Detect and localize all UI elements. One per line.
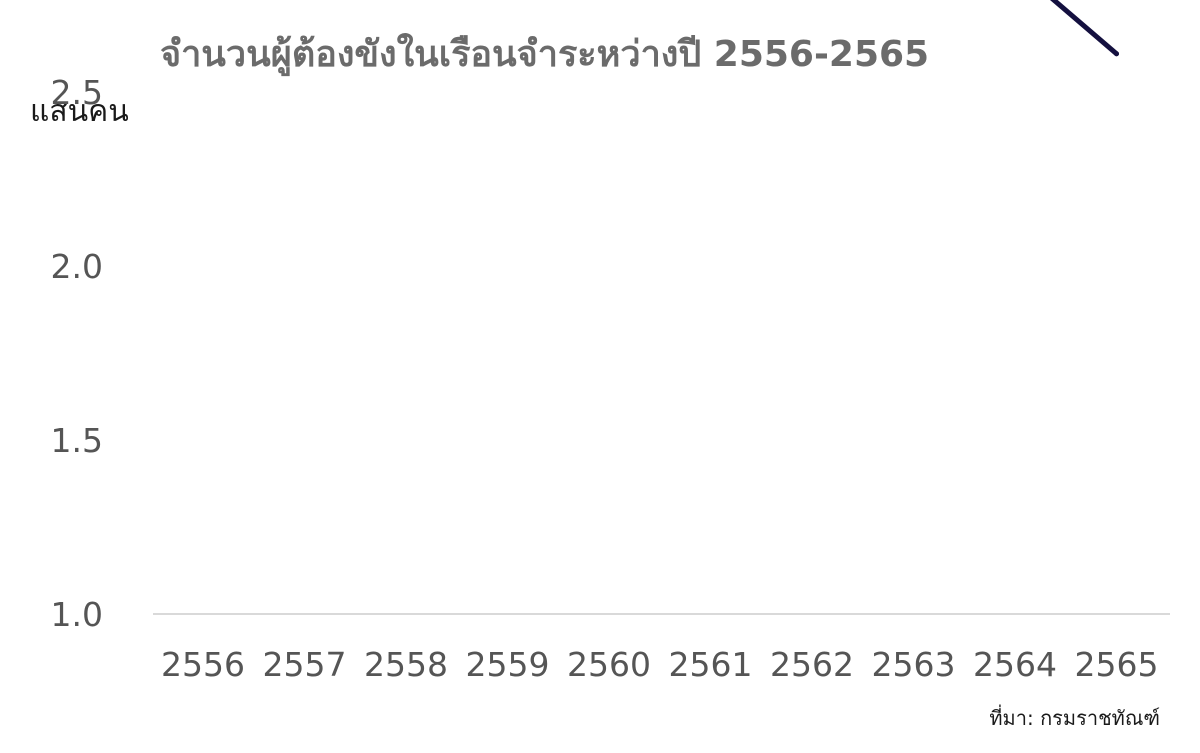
x-tick-label: 2560 [567,645,651,684]
x-tick-label: 2558 [364,645,448,684]
y-tick-label: 1.0 [51,595,103,634]
x-tick-label: 2559 [466,645,550,684]
y-axis-unit-label: แสนคน [30,94,129,129]
source-note: ที่มา: กรมราชทัณฑ์ [989,704,1160,730]
data-points [1114,51,1119,57]
x-tick-label: 2562 [770,645,854,684]
x-tick-label: 2563 [872,645,956,684]
data-point-2565 [1114,51,1119,57]
x-tick-label: 2557 [263,645,347,684]
x-tick-label: 2561 [669,645,753,684]
x-tick-label: 2556 [161,645,245,684]
x-tick-label: 2564 [973,645,1057,684]
y-tick-label: 1.5 [51,421,103,460]
x-axis: 2556 2557 2558 2559 2560 2561 2562 2563 2564 2565 [161,645,1158,684]
y-tick-label: 2.5 [51,73,103,112]
y-axis: 1.01.52.02.53.03.5 [51,73,103,634]
chart-title: จำนวนผู้ต้องขังในเรือนจำระหว่างปี 2556-2… [160,32,929,77]
y-tick-label: 2.0 [51,247,103,286]
x-tick-label: 2565 [1075,645,1159,684]
